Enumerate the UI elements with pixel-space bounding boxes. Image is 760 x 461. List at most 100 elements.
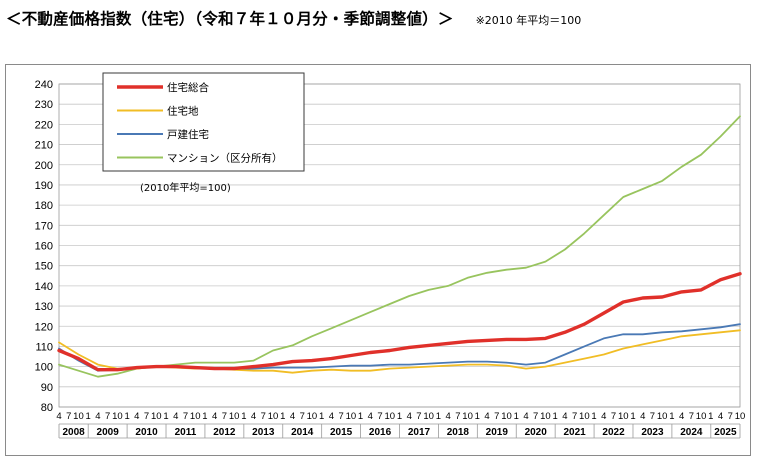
chart-frame xyxy=(5,64,751,456)
x-tick-month: 10 xyxy=(346,411,357,422)
x-tick-month: 1 xyxy=(397,411,402,422)
x-tick-month: 7 xyxy=(572,411,577,422)
x-tick-month: 1 xyxy=(436,411,441,422)
x-tick-month: 4 xyxy=(407,411,412,422)
y-tick-label: 80 xyxy=(41,402,53,414)
x-tick-month: 10 xyxy=(618,411,629,422)
x-tick-month: 1 xyxy=(630,411,635,422)
y-tick-label: 170 xyxy=(35,220,53,232)
x-tick-month: 7 xyxy=(144,411,149,422)
x-tick-month: 10 xyxy=(540,411,551,422)
x-year-label: 2013 xyxy=(252,427,275,438)
x-tick-month: 10 xyxy=(423,411,434,422)
x-year-label: 2014 xyxy=(291,427,314,438)
x-tick-month: 7 xyxy=(222,411,227,422)
x-tick-month: 1 xyxy=(591,411,596,422)
x-tick-month: 4 xyxy=(368,411,373,422)
x-tick-month: 4 xyxy=(601,411,606,422)
x-tick-month: 7 xyxy=(533,411,538,422)
x-tick-month: 1 xyxy=(319,411,324,422)
y-tick-label: 90 xyxy=(41,382,53,394)
x-year-label: 2018 xyxy=(447,427,470,438)
series-lines xyxy=(57,115,742,378)
x-year-label: 2010 xyxy=(135,427,158,438)
x-tick-month: 4 xyxy=(445,411,450,422)
x-tick-month: 4 xyxy=(212,411,217,422)
y-tick-label: 110 xyxy=(35,341,53,353)
x-tick-month: 7 xyxy=(105,411,110,422)
x-tick-month: 4 xyxy=(562,411,567,422)
x-tick-month: 10 xyxy=(112,411,123,422)
x-tick-month: 10 xyxy=(384,411,395,422)
x-tick-month: 1 xyxy=(358,411,363,422)
y-tick-label: 180 xyxy=(35,200,53,212)
x-year-label: 2022 xyxy=(602,427,625,438)
x-tick-month: 4 xyxy=(251,411,256,422)
y-tick-label: 160 xyxy=(35,241,53,253)
y-tick-label: 240 xyxy=(35,79,53,91)
x-tick-month: 7 xyxy=(416,411,421,422)
x-tick-month: 4 xyxy=(56,411,61,422)
y-tick-label: 100 xyxy=(35,362,53,374)
x-year-label: 2024 xyxy=(680,427,703,438)
x-tick-month: 4 xyxy=(290,411,295,422)
x-tick-month: 1 xyxy=(669,411,674,422)
y-tick-label: 200 xyxy=(35,160,53,172)
y-tick-label: 120 xyxy=(35,321,53,333)
y-tick-label: 210 xyxy=(35,140,53,152)
x-year-label: 2009 xyxy=(97,427,120,438)
x-tick-month: 10 xyxy=(579,411,590,422)
legend-entry: 戸建住宅 xyxy=(167,128,209,141)
y-tick-label: 130 xyxy=(35,301,53,313)
x-tick-month: 4 xyxy=(134,411,139,422)
x-year-label: 2016 xyxy=(369,427,392,438)
x-tick-month: 10 xyxy=(735,411,746,422)
y-tick-label: 140 xyxy=(35,281,53,293)
x-tick-month: 7 xyxy=(494,411,499,422)
legend-entry: マンション（区分所有） xyxy=(167,152,283,165)
x-tick-month: 7 xyxy=(650,411,655,422)
x-tick-month: 10 xyxy=(229,411,240,422)
x-tick-month: 10 xyxy=(151,411,162,422)
x-year-label: 2011 xyxy=(175,427,197,438)
x-tick-month: 10 xyxy=(190,411,201,422)
x-tick-month: 4 xyxy=(679,411,684,422)
x-tick-month: 4 xyxy=(329,411,334,422)
x-tick-month: 7 xyxy=(300,411,305,422)
x-tick-month: 10 xyxy=(307,411,318,422)
x-tick-month: 7 xyxy=(377,411,382,422)
x-tick-month: 7 xyxy=(183,411,188,422)
legend-entry: 住宅地 xyxy=(167,105,199,118)
x-tick-month: 10 xyxy=(268,411,279,422)
x-year-label: 2020 xyxy=(525,427,548,438)
x-tick-month: 7 xyxy=(611,411,616,422)
page-title: ＜不動産価格指数（住宅）（令和７年１０月分・季節調整値）＞ xyxy=(6,10,454,28)
x-tick-month: 1 xyxy=(124,411,129,422)
x-tick-month: 1 xyxy=(553,411,558,422)
x-tick-month: 10 xyxy=(501,411,512,422)
axes: 8090100110120130140150160170180190200210… xyxy=(35,79,746,439)
x-tick-month: 4 xyxy=(95,411,100,422)
x-year-label: 2023 xyxy=(641,427,664,438)
x-tick-month: 1 xyxy=(86,411,91,422)
legend-entry: 住宅総合 xyxy=(167,81,209,94)
x-tick-month: 10 xyxy=(73,411,84,422)
x-tick-month: 10 xyxy=(462,411,473,422)
x-tick-month: 1 xyxy=(163,411,168,422)
x-tick-month: 1 xyxy=(280,411,285,422)
x-tick-month: 4 xyxy=(523,411,528,422)
x-tick-month: 4 xyxy=(640,411,645,422)
x-tick-month: 1 xyxy=(241,411,246,422)
x-tick-month: 1 xyxy=(514,411,519,422)
x-tick-month: 7 xyxy=(728,411,733,422)
x-tick-month: 7 xyxy=(338,411,343,422)
series-line-1 xyxy=(57,272,742,372)
base-year-note: ※2010 年平均＝100 xyxy=(475,14,582,27)
x-tick-month: 7 xyxy=(689,411,694,422)
x-tick-month: 7 xyxy=(66,411,71,422)
x-tick-month: 1 xyxy=(202,411,207,422)
x-year-label: 2015 xyxy=(330,427,353,438)
x-tick-month: 10 xyxy=(657,411,668,422)
